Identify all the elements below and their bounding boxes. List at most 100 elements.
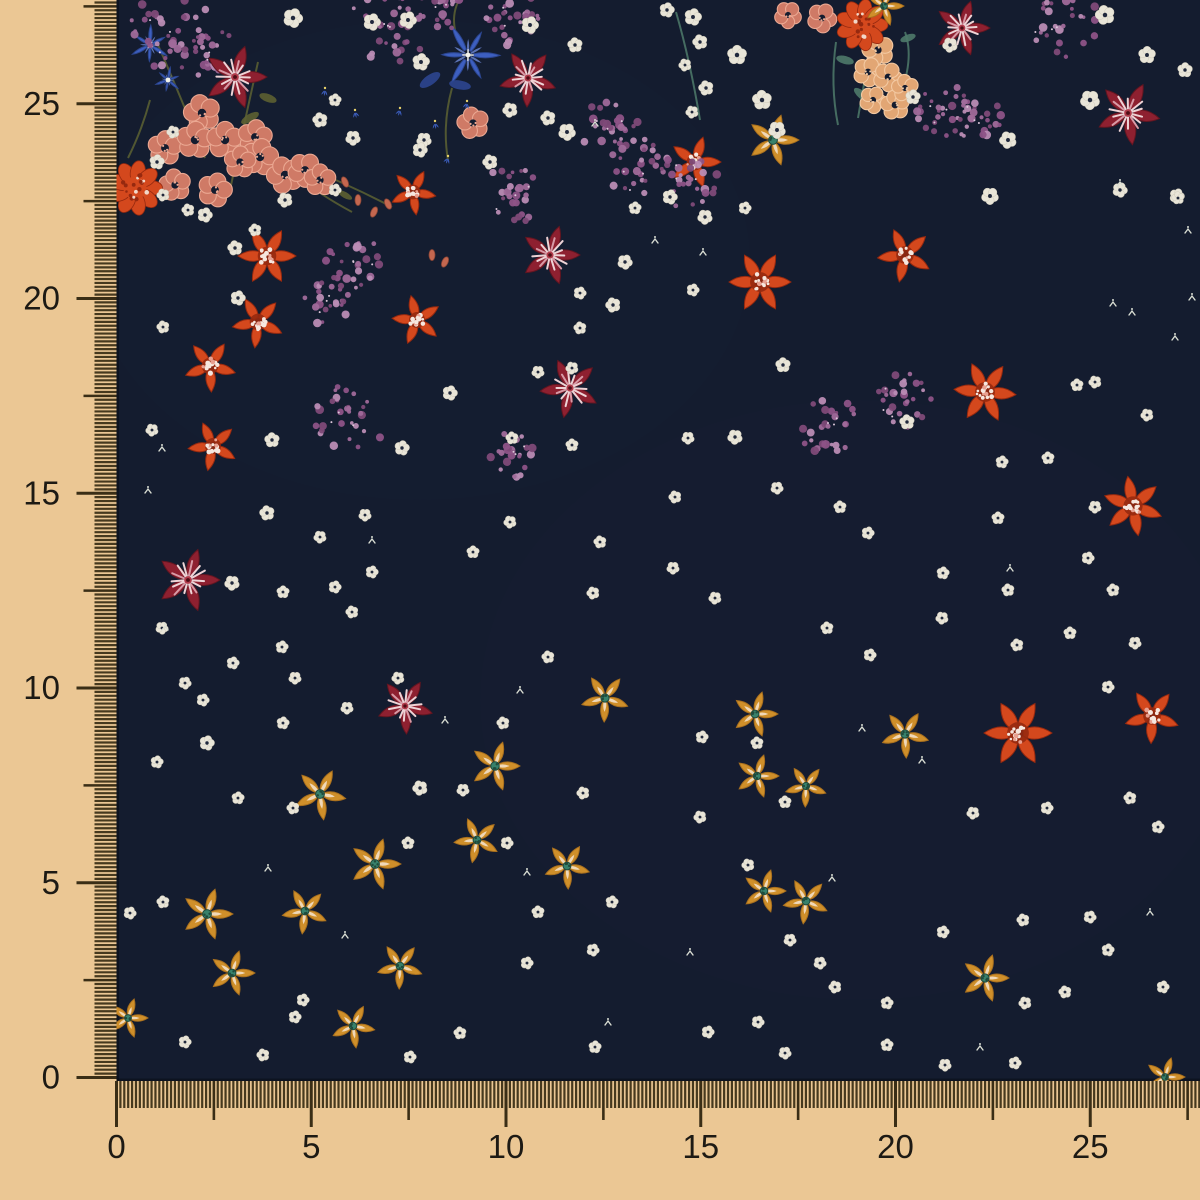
flower-mustard-star — [782, 880, 828, 925]
blue-sprig — [443, 154, 450, 164]
white-blossom — [412, 142, 428, 158]
tiny-fly-speck — [604, 1018, 612, 1026]
white-blossom — [899, 414, 915, 430]
blue-sprig — [321, 86, 328, 96]
white-blossom — [1171, 191, 1185, 205]
flower-crimson-star — [377, 681, 433, 735]
white-blossom — [593, 535, 607, 549]
ruler-bottom-label: 20 — [877, 1128, 914, 1165]
white-blossom — [1177, 62, 1193, 78]
white-blossom — [276, 716, 290, 730]
white-blossom — [1094, 5, 1115, 25]
white-blossom — [178, 1035, 192, 1049]
tiny-fly-speck — [591, 119, 599, 127]
blue-sprig — [432, 119, 439, 129]
white-blossom — [224, 575, 240, 591]
salmon-flower — [456, 106, 489, 139]
floral-pattern — [116, 0, 1200, 1081]
white-blossom — [1081, 551, 1095, 565]
purple-spray — [129, 0, 210, 70]
white-blossom — [693, 810, 707, 824]
white-blossom — [1112, 182, 1128, 198]
white-blossom — [741, 858, 755, 872]
white-blossom — [905, 89, 921, 105]
white-blossom — [727, 429, 743, 445]
white-blossom — [1138, 46, 1156, 64]
white-blossom — [256, 1048, 270, 1062]
white-blossom — [156, 895, 170, 909]
white-blossom — [880, 996, 894, 1010]
white-blossom — [701, 1025, 715, 1039]
white-blossom — [166, 125, 180, 139]
ruler-bottom-label: 0 — [107, 1128, 125, 1165]
white-blossom — [394, 440, 410, 456]
white-blossom — [1101, 943, 1115, 957]
white-blossom — [365, 565, 379, 579]
white-blossom — [412, 53, 430, 71]
flower-mustard-star — [116, 998, 149, 1038]
white-blossom — [981, 187, 999, 205]
white-blossom — [686, 283, 700, 297]
blue-sprig — [395, 106, 402, 116]
purple-spray — [609, 136, 672, 197]
flower-mustard-star — [881, 713, 930, 759]
flower-mustard-star — [295, 770, 347, 821]
white-blossom — [750, 736, 764, 750]
white-blossom — [399, 11, 417, 29]
flower-mustard-star — [738, 754, 780, 798]
ruler-left-label: 0 — [42, 1059, 60, 1096]
blue-flower — [440, 25, 502, 84]
blue-sprig — [353, 108, 360, 118]
white-blossom — [695, 730, 709, 744]
tiny-fly-speck — [1184, 226, 1192, 234]
white-blossom — [586, 586, 600, 600]
tiny-fly-speck — [441, 716, 449, 724]
white-blossom — [496, 716, 510, 730]
purple-spray — [302, 274, 351, 328]
white-blossom — [283, 8, 304, 28]
white-blossom — [813, 956, 827, 970]
ruler-bottom-label: 15 — [682, 1128, 719, 1165]
ruler-bottom-label: 25 — [1072, 1128, 1109, 1165]
white-blossom — [1058, 985, 1072, 999]
white-blossom — [521, 16, 539, 34]
white-blossom — [1001, 583, 1015, 597]
white-blossom — [156, 188, 170, 202]
tiny-fly-speck — [144, 486, 152, 494]
ruler-left-label: 10 — [23, 669, 60, 706]
flower-orange-star — [231, 298, 283, 349]
leaf — [241, 111, 259, 125]
peach-flower — [879, 89, 910, 120]
white-blossom — [178, 676, 192, 690]
white-blossom — [1041, 451, 1055, 465]
flower-mustard-star — [581, 677, 629, 723]
flower-mustard-star — [544, 845, 591, 890]
leaf — [836, 55, 854, 65]
ruler-left-label: 5 — [42, 864, 60, 901]
white-blossom — [1101, 680, 1115, 694]
white-blossom — [1080, 90, 1100, 111]
white-blossom — [1010, 638, 1024, 652]
white-blossom — [668, 490, 682, 504]
white-blossom — [567, 37, 583, 53]
salmon-flower — [198, 172, 233, 208]
flower-orange-star — [237, 230, 297, 282]
stem — [453, 1, 459, 31]
flower-orange-star — [728, 254, 792, 310]
flower-orange-star — [1103, 475, 1163, 537]
tiny-fly-speck — [341, 931, 349, 939]
white-blossom — [708, 591, 722, 605]
stem — [832, 41, 839, 126]
flower-mustard-star — [867, 0, 905, 26]
white-blossom — [999, 131, 1017, 149]
white-blossom — [935, 611, 949, 625]
flower-mustard-star — [735, 691, 779, 737]
white-blossom — [227, 240, 243, 256]
leaf — [259, 93, 277, 103]
white-blossom — [1016, 913, 1030, 927]
white-blossom — [727, 44, 747, 65]
white-blossom — [1018, 996, 1032, 1010]
white-blossom — [1070, 378, 1084, 392]
flower-mustard-star — [964, 954, 1010, 1002]
